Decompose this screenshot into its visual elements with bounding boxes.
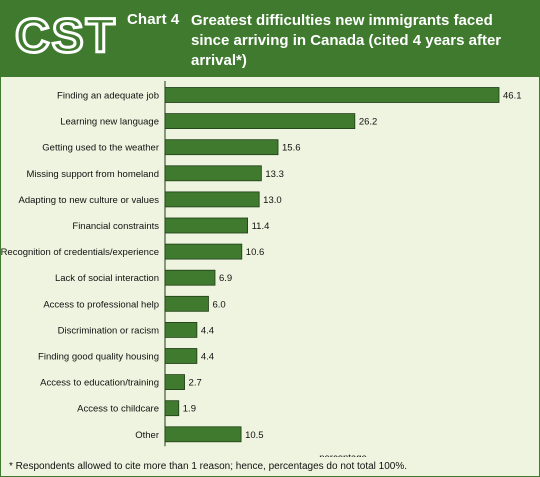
- category-label: Finding good quality housing: [38, 352, 159, 363]
- category-label: Access to education/training: [40, 378, 159, 389]
- x-axis-title: percentage: [319, 452, 367, 457]
- value-label: 1.9: [183, 404, 196, 415]
- category-label: Adapting to new culture or values: [19, 195, 160, 206]
- value-label: 11.4: [252, 221, 270, 232]
- category-label: Other: [135, 430, 159, 441]
- bar: [164, 165, 262, 182]
- bar: [164, 426, 242, 443]
- chart-header: CST Chart 4 Greatest difficulties new im…: [1, 1, 539, 77]
- value-label: 13.3: [265, 169, 284, 180]
- bar: [164, 321, 198, 338]
- category-label: Lack of social interaction: [55, 273, 159, 284]
- bar: [164, 295, 209, 312]
- bar: [164, 113, 356, 129]
- value-label: 13.0: [263, 195, 282, 206]
- bar: [164, 269, 216, 286]
- bar: [164, 217, 248, 234]
- value-label: 4.4: [201, 325, 214, 336]
- bar: [164, 374, 185, 391]
- bar: [164, 139, 279, 156]
- bar: [164, 87, 500, 103]
- category-label: Recognition of credentials/experience: [1, 247, 159, 258]
- chart-title: Greatest difficulties new immigrants fac…: [191, 12, 502, 69]
- category-label: Learning new language: [60, 117, 159, 128]
- cst-logo: CST: [14, 9, 117, 59]
- footnote: * Respondents allowed to cite more than …: [9, 461, 408, 472]
- value-label: 6.0: [212, 299, 225, 310]
- value-label: 6.9: [219, 273, 232, 284]
- category-label: Missing support from homeland: [26, 169, 159, 180]
- bar: [164, 243, 243, 260]
- value-label: 10.5: [245, 430, 263, 441]
- bar: [164, 191, 260, 208]
- value-label: 26.2: [359, 117, 378, 128]
- category-label: Discrimination or racism: [58, 325, 159, 336]
- value-label: 10.6: [246, 247, 265, 258]
- svg-text:CST: CST: [15, 10, 117, 59]
- value-label: 4.4: [201, 352, 214, 363]
- category-label: Access to professional help: [43, 299, 159, 310]
- category-label: Finding an adequate job: [57, 91, 159, 102]
- bar: [164, 348, 198, 364]
- bar-chart: Finding an adequate job 46.1 Learning new …: [1, 81, 522, 457]
- category-label: Access to childcare: [77, 404, 159, 415]
- chart-number: Chart 4: [127, 11, 180, 28]
- value-label: 15.6: [282, 143, 301, 154]
- category-label: Financial constraints: [72, 221, 159, 232]
- bar: [164, 400, 180, 417]
- value-label: 46.1: [503, 91, 522, 102]
- category-label: Getting used to the weather: [42, 143, 159, 154]
- value-label: 2.7: [189, 378, 202, 389]
